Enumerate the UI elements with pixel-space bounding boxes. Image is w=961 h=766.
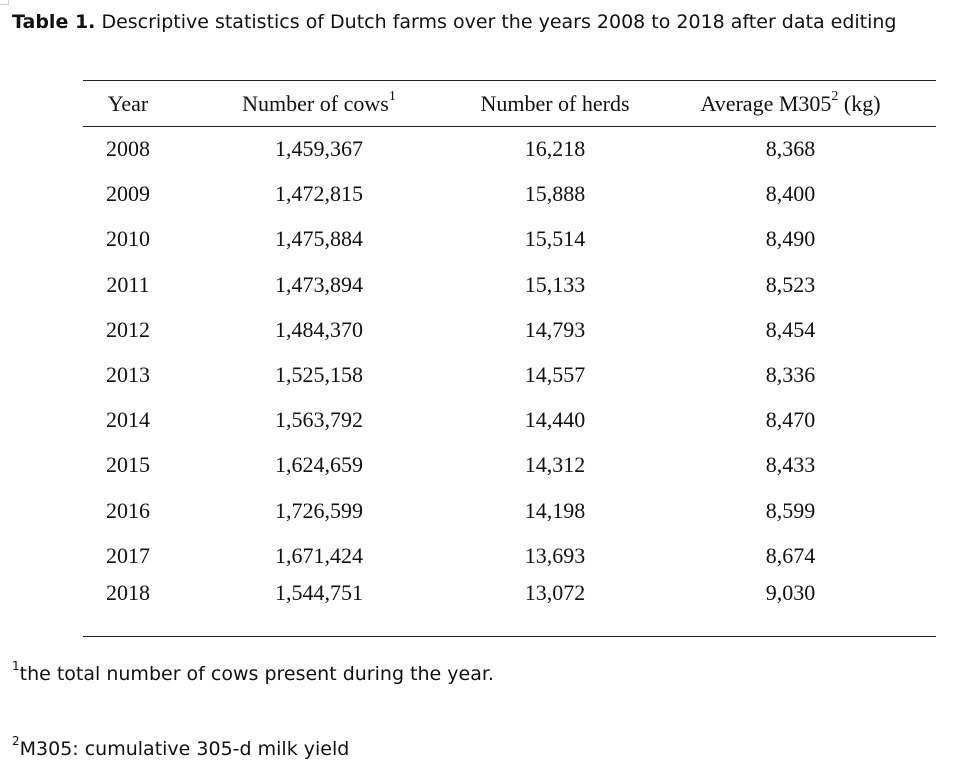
footnote-1-marker: 1 bbox=[12, 658, 20, 673]
cell-year: 2008 bbox=[106, 136, 150, 162]
cell-year: 2018 bbox=[83, 578, 173, 638]
caption-text: Descriptive statistics of Dutch farms ov… bbox=[101, 11, 897, 33]
cell-herds: 15,514 bbox=[524, 226, 586, 252]
cell-herds: 13,072 bbox=[465, 578, 645, 638]
cell-cows: 1,726,599 bbox=[275, 497, 363, 523]
footnote-1-text: the total number of cows present during … bbox=[19, 663, 494, 685]
caption-label: Table 1. bbox=[12, 11, 96, 33]
statistics-table-container: Year Number of cows1 Number of herds Ave… bbox=[83, 80, 936, 638]
cell-m305: 8,523 bbox=[765, 271, 816, 297]
table-body: 2008 1,459,367 16,218 8,368 2009 1,472,815 15,… bbox=[83, 127, 936, 638]
cell-year: 2015 bbox=[106, 452, 150, 478]
cell-year: 2014 bbox=[106, 407, 150, 433]
cell-cows: 1,563,792 bbox=[275, 407, 363, 433]
cell-m305: 8,336 bbox=[765, 362, 816, 388]
cell-cows: 1,671,424 bbox=[275, 542, 363, 568]
footnote-2-marker: 2 bbox=[12, 733, 20, 748]
header-cows-footnote-ref: 1 bbox=[388, 89, 396, 105]
table-row: 2010 1,475,884 15,514 8,490 bbox=[83, 217, 936, 262]
cell-m305: 8,490 bbox=[765, 226, 816, 252]
cell-m305: 8,433 bbox=[765, 452, 816, 478]
cell-year: 2011 bbox=[106, 271, 150, 297]
footnote-2-text: M305: cumulative 305-d milk yield bbox=[19, 738, 350, 760]
cell-m305: 8,674 bbox=[765, 542, 816, 568]
cell-herds: 13,693 bbox=[524, 542, 586, 568]
cell-m305: 8,400 bbox=[765, 181, 816, 207]
cell-m305: 8,599 bbox=[765, 497, 816, 523]
table-row: 2016 1,726,599 14,198 8,599 bbox=[83, 488, 936, 533]
footnote-1: 1the total number of cows present during… bbox=[12, 658, 494, 686]
header-cows-label: Number of cows bbox=[242, 90, 389, 116]
cell-m305: 8,368 bbox=[765, 136, 816, 162]
header-herds-label: Number of herds bbox=[480, 90, 630, 116]
cell-cows: 1,544,751 bbox=[173, 578, 465, 638]
header-year-label: Year bbox=[107, 90, 149, 116]
cell-herds: 14,198 bbox=[524, 497, 586, 523]
cell-year: 2009 bbox=[106, 181, 150, 207]
header-m305-unit: (kg) bbox=[838, 90, 881, 116]
cell-herds: 15,133 bbox=[524, 271, 586, 297]
cell-year: 2017 bbox=[106, 542, 150, 568]
header-cows: Number of cows1 bbox=[173, 80, 465, 127]
cell-m305: 8,454 bbox=[765, 316, 816, 342]
cell-herds: 14,793 bbox=[524, 316, 586, 342]
header-m305-label: Average M305 bbox=[700, 90, 832, 116]
cell-cows: 1,484,370 bbox=[275, 316, 363, 342]
cell-herds: 14,440 bbox=[524, 407, 586, 433]
table-row: 2012 1,484,370 14,793 8,454 bbox=[83, 307, 936, 352]
header-row: Year Number of cows1 Number of herds Ave… bbox=[83, 80, 936, 127]
table-row: 2011 1,473,894 15,133 8,523 bbox=[83, 262, 936, 307]
table-row: 2013 1,525,158 14,557 8,336 bbox=[83, 352, 936, 397]
table-caption: Table 1. Descriptive statistics of Dutch… bbox=[12, 9, 897, 35]
cell-cows: 1,473,894 bbox=[275, 271, 363, 297]
table-row: 2018 1,544,751 13,072 9,030 bbox=[83, 578, 936, 638]
cell-m305: 9,030 bbox=[645, 578, 936, 638]
cell-herds: 16,218 bbox=[524, 136, 586, 162]
header-m305-footnote-ref: 2 bbox=[831, 89, 839, 105]
cell-herds: 15,888 bbox=[524, 181, 586, 207]
statistics-table: Year Number of cows1 Number of herds Ave… bbox=[83, 80, 936, 638]
cell-cows: 1,475,884 bbox=[275, 226, 363, 252]
cell-cows: 1,525,158 bbox=[275, 362, 363, 388]
cell-m305: 8,470 bbox=[765, 407, 816, 433]
cell-cows: 1,624,659 bbox=[275, 452, 363, 478]
table-row: 2015 1,624,659 14,312 8,433 bbox=[83, 443, 936, 488]
cell-year: 2013 bbox=[106, 362, 150, 388]
page-corner-mark bbox=[0, 0, 9, 5]
cell-herds: 14,312 bbox=[524, 452, 586, 478]
cell-year: 2012 bbox=[106, 316, 150, 342]
cell-year: 2016 bbox=[106, 497, 150, 523]
table-row: 2009 1,472,815 15,888 8,400 bbox=[83, 172, 936, 217]
table-row: 2008 1,459,367 16,218 8,368 bbox=[83, 127, 936, 172]
header-m305: Average M3052 (kg) bbox=[645, 80, 936, 127]
cell-herds: 14,557 bbox=[524, 362, 586, 388]
cell-cows: 1,472,815 bbox=[275, 181, 363, 207]
table-row: 2017 1,671,424 13,693 8,674 bbox=[83, 533, 936, 578]
cell-year: 2010 bbox=[106, 226, 150, 252]
cell-cows: 1,459,367 bbox=[275, 136, 363, 162]
header-herds: Number of herds bbox=[465, 80, 645, 127]
table-row: 2014 1,563,792 14,440 8,470 bbox=[83, 398, 936, 443]
footnote-2: 2M305: cumulative 305-d milk yield bbox=[12, 733, 350, 761]
header-year: Year bbox=[83, 80, 173, 127]
